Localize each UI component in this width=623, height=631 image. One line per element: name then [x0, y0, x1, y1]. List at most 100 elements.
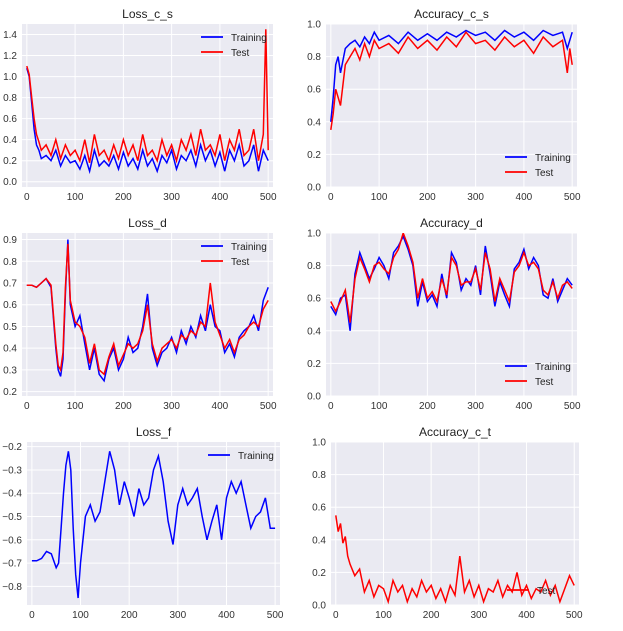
y-tick-label: 0.7	[3, 278, 17, 289]
series-line-training	[31, 451, 276, 599]
chart-4: Accuracy_d 0 100 200 300 400 500 0.0 0.2 0.4 0.6 0.…	[307, 216, 581, 412]
chart-title: Accuracy_d	[420, 216, 483, 230]
x-tick-label: 0	[24, 401, 30, 412]
chart-3: Loss_d 0 100 200 300 400 500 0.2 0.3 0.4 0.5 0.6 0.7…	[3, 216, 277, 412]
y-tick-label: 0.5	[3, 322, 17, 333]
x-tick-label: 200	[115, 192, 132, 203]
y-tick-label: 0.8	[312, 470, 326, 481]
y-tick-label: 0.8	[3, 93, 17, 104]
y-tick-label: 0.4	[307, 117, 321, 128]
x-tick-label: 100	[72, 610, 89, 621]
x-tick-label: 300	[163, 401, 180, 412]
series-line-training	[330, 29, 573, 122]
x-tick-label: 200	[419, 401, 436, 412]
x-tick-label: 0	[29, 610, 35, 621]
y-tick-label: 0.4	[3, 344, 17, 355]
plot-area	[27, 442, 280, 605]
x-tick-label: 0	[328, 401, 334, 412]
y-tick-label: 0.8	[307, 261, 321, 272]
x-tick-label: 100	[371, 192, 388, 203]
x-tick-label: 100	[67, 192, 84, 203]
y-tick-label: 0.8	[3, 257, 17, 268]
y-tick-label: 0.2	[307, 150, 321, 161]
legend-label: Test	[535, 168, 554, 179]
x-tick-label: 300	[471, 610, 488, 621]
y-tick-label: 0.0	[307, 392, 321, 403]
chart-title: Accuracy_c_t	[419, 425, 492, 439]
y-tick-label: 0.2	[3, 156, 17, 167]
y-tick-label: −0.5	[2, 512, 22, 523]
x-tick-label: 500	[260, 401, 277, 412]
legend-label: Training	[238, 451, 274, 462]
legend-label: Training	[535, 362, 571, 373]
series-line-test	[330, 233, 573, 323]
legend: Test	[507, 586, 556, 597]
legend-label: Test	[231, 48, 250, 59]
legend-label: Training	[231, 242, 267, 253]
x-tick-label: 100	[67, 401, 84, 412]
plot-area	[331, 442, 579, 605]
y-tick-label: 0.2	[312, 568, 326, 579]
x-tick-label: 300	[163, 192, 180, 203]
chart-title: Loss_f	[136, 425, 172, 439]
series-line-test	[26, 29, 269, 164]
y-tick-label: 1.0	[312, 438, 326, 449]
y-tick-label: 0.4	[312, 535, 326, 546]
x-tick-label: 100	[375, 610, 392, 621]
chart-2: Accuracy_c_s 0 100 200 300 400 500 0.0 0.2 0.4 0.6…	[307, 7, 581, 203]
x-tick-label: 400	[518, 610, 535, 621]
y-tick-label: 0.6	[307, 85, 321, 96]
series-line-training	[26, 67, 269, 175]
legend-label: Test	[231, 257, 250, 268]
x-tick-label: 0	[328, 192, 334, 203]
chart-title: Loss_d	[128, 216, 167, 230]
y-tick-label: 1.0	[307, 20, 321, 31]
x-tick-label: 300	[169, 610, 186, 621]
y-tick-label: 0.6	[312, 503, 326, 514]
y-tick-label: −0.6	[2, 535, 22, 546]
y-tick-label: 0.3	[3, 365, 17, 376]
x-tick-label: 200	[423, 610, 440, 621]
x-tick-label: 500	[260, 192, 277, 203]
chart-6: Accuracy_c_t 0 100 200 300 400 500 0.0 0.2 0.4 0.6…	[312, 425, 583, 621]
y-tick-label: 0.0	[3, 177, 17, 188]
legend-label: Test	[537, 586, 556, 597]
x-tick-label: 400	[212, 401, 229, 412]
legend: Training Test	[505, 153, 571, 179]
legend-label: Test	[535, 377, 554, 388]
chart-title: Accuracy_c_s	[414, 7, 489, 21]
legend-label: Training	[535, 153, 571, 164]
y-tick-label: −0.4	[2, 489, 22, 500]
chart-1: Loss_c_s 0 100 200 300 400 500 0.0 0.2 0.4 0.6 0.8 1…	[3, 7, 277, 203]
x-tick-label: 500	[267, 610, 284, 621]
x-tick-label: 400	[516, 192, 533, 203]
series-line-test	[335, 515, 575, 605]
series-line-test	[330, 30, 573, 131]
y-tick-label: 0.4	[307, 326, 321, 337]
legend: Training	[208, 451, 274, 462]
x-tick-label: 300	[467, 401, 484, 412]
y-tick-label: 0.6	[307, 294, 321, 305]
legend-label: Training	[231, 33, 267, 44]
y-tick-label: 1.0	[307, 229, 321, 240]
legend: Training Test	[201, 33, 267, 59]
x-tick-label: 0	[24, 192, 30, 203]
x-tick-label: 200	[121, 610, 138, 621]
y-tick-label: 0.9	[3, 235, 17, 246]
series-line-test	[26, 243, 269, 376]
x-tick-label: 200	[419, 192, 436, 203]
x-tick-label: 500	[564, 401, 581, 412]
y-tick-label: 1.0	[3, 72, 17, 83]
y-tick-label: −0.7	[2, 559, 22, 570]
y-tick-label: 0.0	[312, 601, 326, 612]
x-tick-label: 500	[564, 192, 581, 203]
x-tick-label: 400	[516, 401, 533, 412]
y-tick-label: 1.2	[3, 51, 17, 62]
chart-title: Loss_c_s	[122, 7, 173, 21]
y-tick-label: −0.2	[2, 442, 22, 453]
y-tick-label: 0.6	[3, 300, 17, 311]
y-tick-label: −0.3	[2, 465, 22, 476]
x-tick-label: 100	[371, 401, 388, 412]
chart-5: Loss_f 0 100 200 300 400 500 −0.8 −0.7 −0.6 −0.5 −0…	[2, 425, 284, 621]
